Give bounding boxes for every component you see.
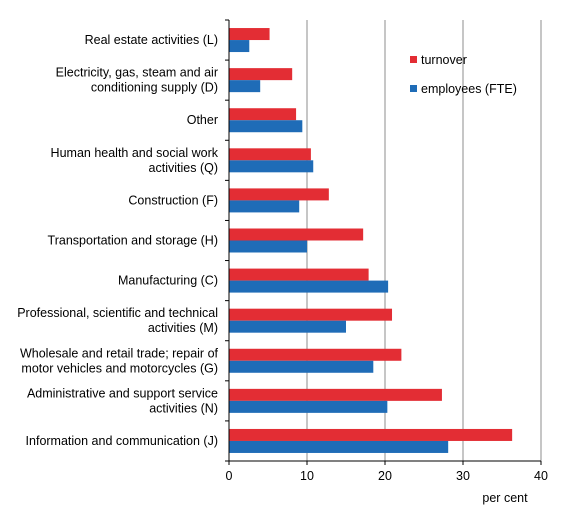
bar-employees-4 [229,200,300,213]
bar-turnover-8 [229,348,402,361]
bar-turnover-1 [229,68,293,81]
legend-swatch-employees [410,85,417,92]
x-axis: 0 10 20 30 40 per cent [225,19,548,505]
bar-employees-3 [229,160,314,173]
category-label-7: Professional, scientific and technical ac… [17,306,218,335]
category-label-10: Information and communication (J) [26,434,218,448]
category-label-5: Transportation and storage (H) [48,234,218,248]
legend: turnover employees (FTE) [410,53,517,96]
bar-employees-7 [229,320,346,333]
x-tick-label-1: 10 [300,469,314,483]
bar-turnover-10 [229,428,513,441]
bar-turnover-6 [229,268,369,281]
bar-employees-1 [229,80,261,93]
category-label-1: Electricity, gas, steam and air condition… [56,66,218,95]
x-axis-title: per cent [482,491,528,505]
bar-turnover-2 [229,108,297,121]
bar-turnover-7 [229,308,393,321]
category-label-3: Human health and social work activities (… [51,146,219,175]
category-labels: Real estate activities (L) Electricity, g… [17,33,219,448]
category-label-0: Real estate activities (L) [85,33,218,47]
bar-turnover-0 [229,28,270,41]
x-tick-label-4: 40 [534,469,548,483]
bar-turnover-3 [229,148,311,161]
bar-employees-8 [229,360,374,373]
bar-turnover-9 [229,388,442,401]
bar-employees-6 [229,280,389,293]
x-tick-label-3: 30 [456,469,470,483]
bar-employees-5 [229,240,307,253]
category-label-8: Wholesale and retail trade; repair of mot… [20,346,219,375]
category-label-9: Administrative and support service activi… [27,386,218,415]
bar-employees-0 [229,40,250,53]
x-tick-label-2: 20 [378,469,392,483]
legend-label-employees: employees (FTE) [421,82,517,96]
bars [229,28,513,453]
category-label-4: Construction (F) [128,193,218,207]
bar-employees-2 [229,120,303,133]
bar-employees-10 [229,440,449,453]
x-tick-label-0: 0 [226,469,233,483]
bar-employees-9 [229,400,388,413]
category-label-6: Manufacturing (C) [118,274,218,288]
bar-turnover-5 [229,228,364,241]
legend-label-turnover: turnover [421,53,467,67]
category-label-2: Other [187,113,218,127]
legend-swatch-turnover [410,56,417,63]
bar-turnover-4 [229,188,329,201]
